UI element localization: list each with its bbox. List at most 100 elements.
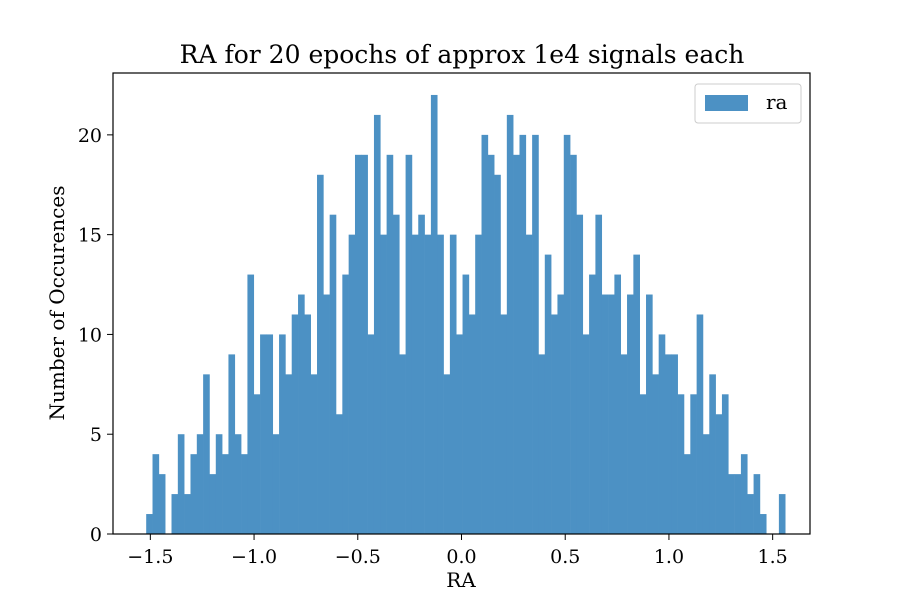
histogram-bar (513, 154, 520, 534)
histogram-bar (601, 294, 609, 534)
histogram-bar (380, 234, 387, 534)
histogram-bar (525, 234, 533, 534)
legend-swatch (705, 95, 748, 111)
histogram-bar (709, 374, 716, 534)
histogram-bar (171, 494, 179, 534)
histogram-bar (462, 274, 470, 534)
histogram-bar (424, 234, 432, 534)
histogram-bar (203, 374, 210, 534)
histogram-bar (399, 354, 406, 534)
histogram-bar (456, 334, 463, 534)
histogram-bar (532, 134, 539, 534)
histogram-bar (658, 334, 666, 534)
histogram-bar (152, 454, 160, 534)
histogram-bar (544, 254, 552, 535)
x-tick-label: −1.5 (127, 546, 173, 568)
histogram-bar (778, 494, 786, 534)
histogram-bar (430, 94, 438, 534)
histogram-bar (279, 334, 286, 534)
x-tick-label: 0.5 (550, 546, 580, 568)
histogram-bar (740, 454, 748, 534)
histogram-bar (608, 294, 615, 534)
histogram-bar (690, 394, 697, 534)
histogram-bar (449, 234, 457, 534)
histogram-bar (336, 414, 343, 534)
histogram-bar (304, 314, 311, 534)
histogram-bar (696, 314, 704, 534)
histogram-bar (443, 374, 451, 534)
x-tick-label: −0.5 (335, 546, 381, 568)
histogram-bar (241, 454, 248, 534)
histogram-bar (386, 154, 394, 534)
histogram-bar (557, 294, 565, 534)
histogram-bar (146, 514, 153, 534)
histogram-bar (411, 234, 419, 534)
y-tick-label: 5 (90, 424, 102, 446)
histogram-bar (234, 434, 242, 534)
histogram-bar (652, 374, 659, 534)
histogram-bar (285, 374, 293, 534)
histogram-bar (715, 414, 723, 534)
histogram-bar (563, 134, 571, 534)
histogram-bar (494, 174, 501, 534)
histogram-bar (361, 154, 368, 534)
histogram-bar (639, 394, 647, 534)
histogram-bar (620, 354, 628, 534)
histogram-bar (721, 394, 729, 534)
histogram-bar (759, 514, 767, 534)
histogram-bar (291, 314, 299, 534)
y-tick-label: 0 (90, 524, 102, 546)
histogram-bar (367, 334, 375, 534)
histogram-bar (500, 314, 508, 534)
histogram-bar (354, 154, 362, 534)
histogram-bar (418, 214, 425, 534)
histogram-bar (437, 234, 444, 534)
chart-title: RA for 20 epochs of approx 1e4 signals e… (180, 40, 745, 69)
histogram-bar (342, 274, 349, 534)
histogram-bar (677, 394, 685, 534)
x-tick-label: −1.0 (231, 546, 277, 568)
histogram-bar (728, 474, 735, 534)
y-tick-label: 20 (78, 125, 102, 147)
histogram-bar (222, 454, 229, 534)
histogram-bar (589, 274, 596, 534)
histogram-bar (215, 434, 223, 534)
histogram-bar (671, 354, 678, 534)
histogram-bar (260, 334, 267, 534)
histogram-bar (266, 334, 274, 534)
histogram-bar (177, 434, 185, 534)
histogram-bar (551, 314, 558, 534)
x-axis-label: RA (446, 568, 476, 592)
histogram-bar (475, 234, 482, 534)
histogram-bar (373, 114, 381, 534)
histogram-bar (627, 294, 634, 534)
histogram-bar (734, 474, 742, 534)
histogram-bar (702, 434, 710, 534)
histogram-bar (481, 134, 489, 534)
histogram-bar (753, 474, 761, 534)
x-tick-label: 0.0 (446, 546, 476, 568)
histogram-bar (646, 294, 653, 534)
histogram-bar (209, 474, 217, 534)
histogram-bar (392, 214, 400, 534)
histogram-bar (323, 294, 330, 534)
histogram-bar (576, 214, 584, 534)
histogram-bar (196, 434, 204, 534)
histogram-bar (633, 254, 640, 535)
y-tick-label: 15 (78, 225, 102, 247)
legend: ra (694, 83, 802, 124)
histogram-bar (348, 234, 356, 534)
histogram-bar (595, 214, 603, 534)
legend-label: ra (766, 90, 788, 114)
y-axis-ticks: 0 5 10 15 20 (78, 125, 113, 546)
histogram-bar (747, 494, 754, 534)
histogram-bars (146, 94, 786, 535)
histogram-bar (519, 134, 527, 534)
histogram-bar (405, 154, 413, 534)
histogram-bar (298, 294, 305, 534)
histogram-bar (190, 454, 198, 534)
histogram-bar (665, 354, 672, 534)
histogram-bar (184, 494, 191, 534)
histogram-bar (253, 394, 261, 534)
